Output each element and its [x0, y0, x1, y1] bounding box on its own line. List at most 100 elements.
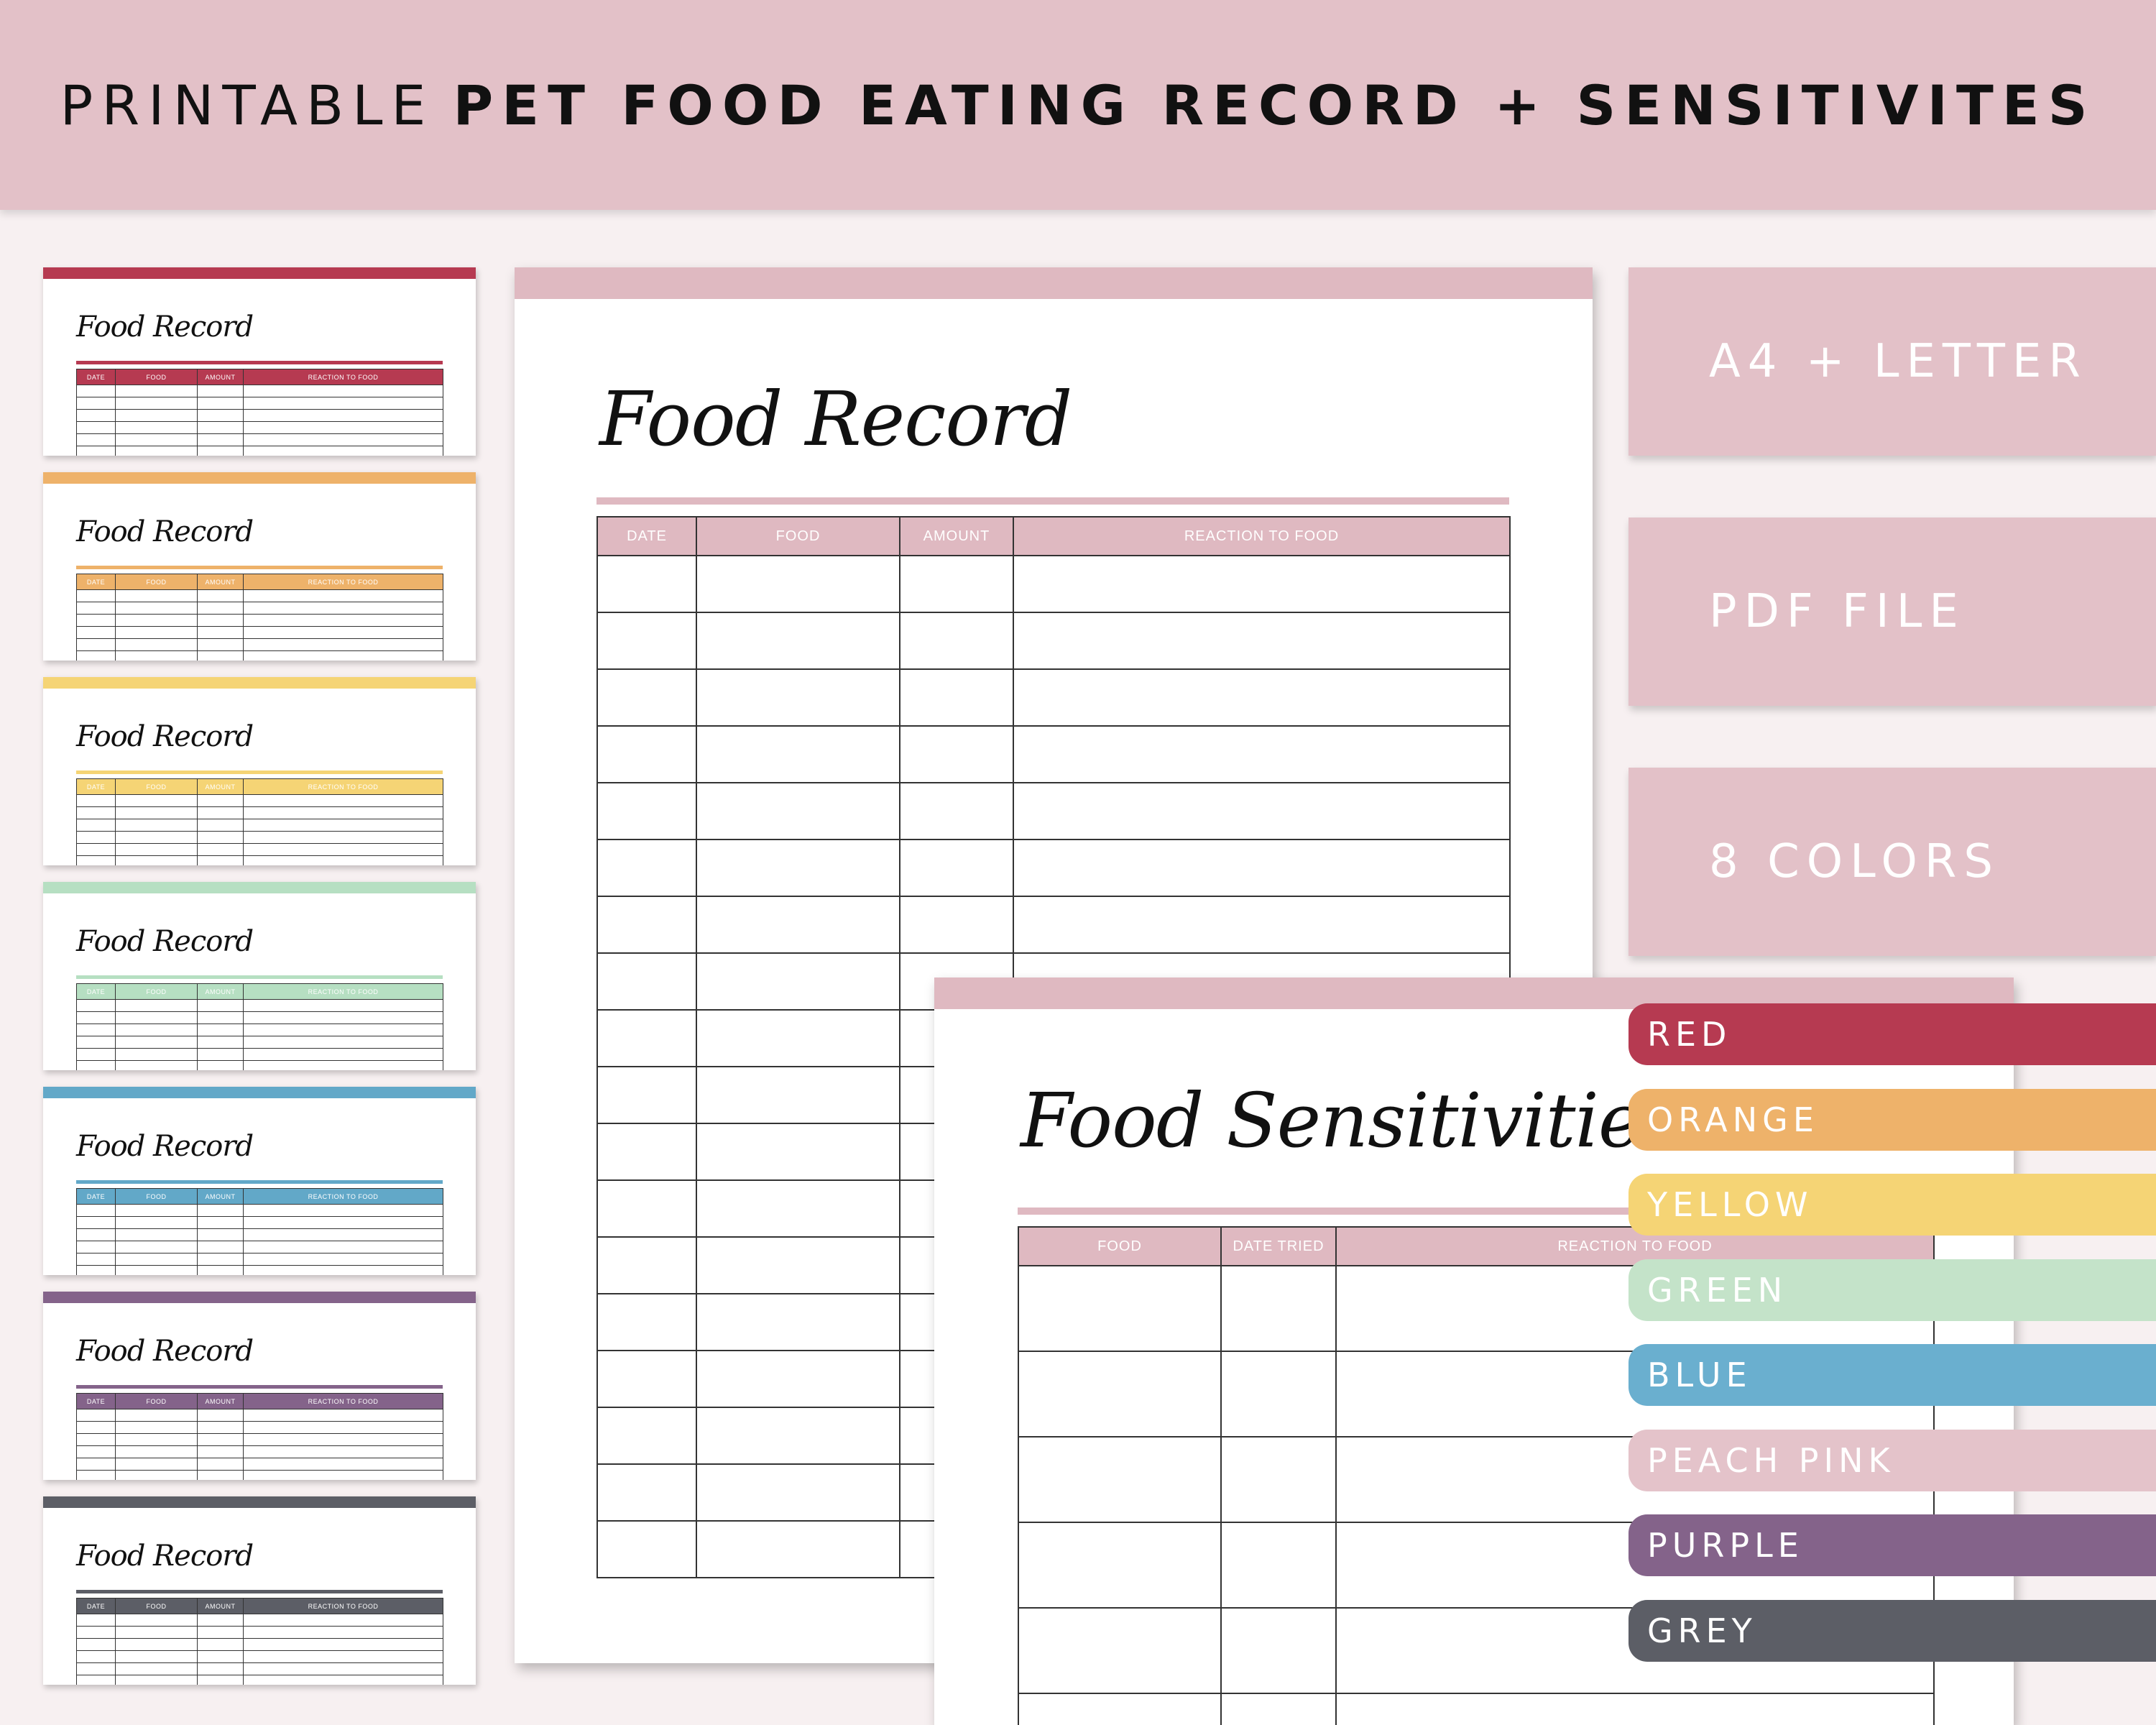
table-cell[interactable] — [899, 555, 1014, 613]
table-cell — [197, 1626, 244, 1639]
thumbnail-column-header: AMOUNT — [197, 574, 244, 590]
table-cell[interactable] — [596, 1293, 697, 1351]
thumbnail-top-bar — [43, 472, 476, 484]
table-cell[interactable] — [696, 1407, 900, 1465]
table-cell[interactable] — [696, 612, 900, 670]
table-cell[interactable] — [1013, 782, 1511, 840]
table-cell[interactable] — [696, 1009, 900, 1067]
table-row — [596, 612, 1511, 670]
table-cell — [76, 433, 116, 446]
table-cell[interactable] — [696, 555, 900, 613]
table-cell — [76, 1626, 116, 1639]
table-cell[interactable] — [1220, 1693, 1337, 1725]
food-record-title: Food Record — [599, 375, 1072, 463]
table-cell[interactable] — [1220, 1351, 1337, 1438]
table-cell — [197, 1204, 244, 1217]
table-cell[interactable] — [596, 1236, 697, 1294]
table-cell[interactable] — [596, 1350, 697, 1408]
thumbnail-title: Food Record — [76, 1540, 254, 1573]
table-cell[interactable] — [596, 1407, 697, 1465]
table-cell — [76, 409, 116, 422]
table-cell[interactable] — [596, 1520, 697, 1578]
table-cell[interactable] — [696, 782, 900, 840]
table-cell[interactable] — [899, 839, 1014, 897]
table-cell[interactable] — [1335, 1693, 1935, 1725]
table-cell[interactable] — [596, 1066, 697, 1124]
table-cell[interactable] — [696, 839, 900, 897]
table-cell — [197, 1638, 244, 1651]
table-row — [76, 1253, 443, 1266]
table-cell[interactable] — [596, 1179, 697, 1238]
table-cell[interactable] — [596, 839, 697, 897]
table-cell — [243, 1048, 443, 1061]
table-cell — [115, 1253, 198, 1266]
table-cell — [115, 1614, 198, 1627]
table-cell[interactable] — [1018, 1607, 1222, 1694]
table-cell[interactable] — [596, 668, 697, 727]
thumbnail-column-header: DATE — [76, 574, 116, 590]
table-cell[interactable] — [1013, 725, 1511, 783]
table-cell[interactable] — [899, 725, 1014, 783]
table-cell[interactable] — [1220, 1265, 1337, 1352]
table-cell[interactable] — [1013, 668, 1511, 727]
thumbnail-column-header: REACTION TO FOOD — [243, 778, 443, 795]
table-row — [76, 1675, 443, 1685]
thumbnail-table: DATE FOOD AMOUNT REACTION TO FOOD — [76, 369, 443, 456]
table-cell[interactable] — [1018, 1265, 1222, 1352]
table-cell[interactable] — [1013, 612, 1511, 670]
table-cell[interactable] — [1220, 1436, 1337, 1523]
table-cell[interactable] — [596, 896, 697, 954]
table-cell[interactable] — [696, 896, 900, 954]
table-cell[interactable] — [899, 612, 1014, 670]
table-cell[interactable] — [596, 612, 697, 670]
table-row — [76, 1011, 443, 1024]
table-cell[interactable] — [1013, 839, 1511, 897]
table-cell — [243, 1650, 443, 1663]
table-cell[interactable] — [696, 1123, 900, 1181]
table-cell[interactable] — [596, 952, 697, 1011]
table-cell[interactable] — [596, 555, 697, 613]
table-cell[interactable] — [1013, 555, 1511, 613]
table-cell[interactable] — [696, 1236, 900, 1294]
table-cell[interactable] — [596, 1009, 697, 1067]
table-cell[interactable] — [899, 782, 1014, 840]
table-cell[interactable] — [696, 1066, 900, 1124]
table-cell[interactable] — [696, 1520, 900, 1578]
table-cell — [197, 831, 244, 844]
table-cell — [243, 433, 443, 446]
table-cell — [115, 794, 198, 807]
thumbnail-title: Food Record — [76, 720, 254, 753]
table-row — [76, 397, 443, 410]
table-cell[interactable] — [1220, 1607, 1337, 1694]
table-cell — [115, 385, 198, 397]
table-cell[interactable] — [696, 668, 900, 727]
table-cell — [76, 1614, 116, 1627]
table-cell[interactable] — [1018, 1436, 1222, 1523]
table-cell[interactable] — [696, 1350, 900, 1408]
table-cell[interactable] — [596, 782, 697, 840]
table-cell[interactable] — [1018, 1351, 1222, 1438]
table-cell[interactable] — [1220, 1522, 1337, 1609]
table-cell — [243, 1470, 443, 1480]
table-row — [76, 421, 443, 434]
table-cell[interactable] — [596, 1123, 697, 1181]
table-row — [76, 1204, 443, 1217]
table-cell[interactable] — [899, 668, 1014, 727]
table-cell[interactable] — [696, 1293, 900, 1351]
table-cell[interactable] — [696, 1179, 900, 1238]
thumbnail-column-header: DATE — [76, 1598, 116, 1614]
table-row — [76, 446, 443, 456]
table-cell — [243, 626, 443, 639]
table-cell[interactable] — [899, 896, 1014, 954]
table-cell — [76, 1253, 116, 1266]
table-cell[interactable] — [596, 1463, 697, 1522]
table-cell[interactable] — [596, 725, 697, 783]
table-cell[interactable] — [1018, 1522, 1222, 1609]
table-cell — [115, 433, 198, 446]
table-cell[interactable] — [696, 725, 900, 783]
table-cell[interactable] — [696, 952, 900, 1011]
table-cell[interactable] — [696, 1463, 900, 1522]
table-cell[interactable] — [1018, 1693, 1222, 1725]
thumbnail-top-bar — [43, 267, 476, 279]
table-cell[interactable] — [1013, 896, 1511, 954]
